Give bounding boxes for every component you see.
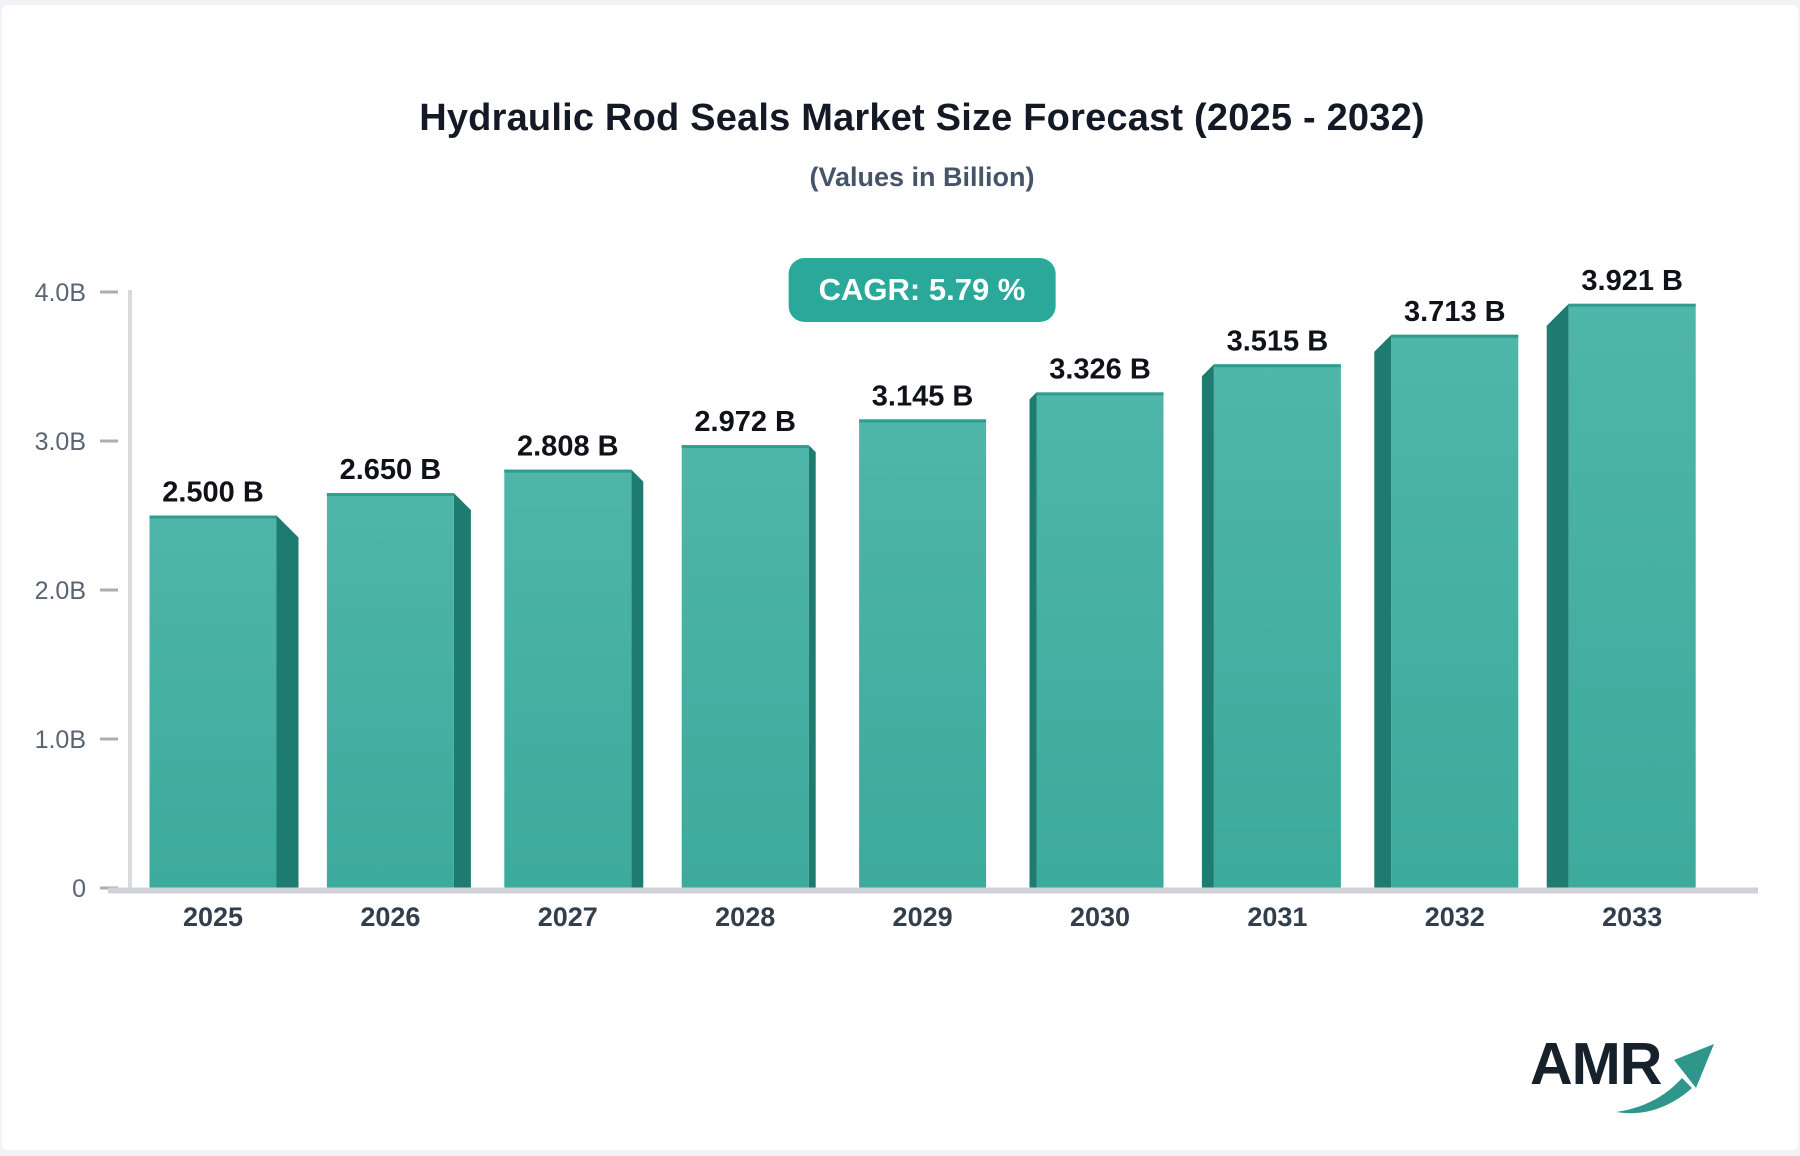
x-axis-label-2029: 2029 [893, 902, 953, 932]
bar-2026 [326, 493, 454, 891]
bar-value-label-2030: 3.326 B [1049, 353, 1151, 385]
bar-value-label-2025: 2.500 B [162, 477, 264, 509]
bar-side-2025 [276, 515, 299, 891]
bar-side-2033 [1546, 303, 1569, 891]
cagr-badge: CAGR: 5.79 % [788, 258, 1056, 322]
bar-2028 [681, 445, 809, 891]
growth-arrow-icon [1616, 1044, 1714, 1114]
x-axis-label-2032: 2032 [1425, 902, 1485, 932]
x-axis-label-2031: 2031 [1247, 902, 1307, 932]
bar-2032 [1391, 334, 1519, 891]
bar-value-label-2027: 2.808 B [517, 431, 619, 463]
bar-2025 [149, 515, 277, 891]
x-axis-label-2026: 2026 [360, 902, 420, 932]
x-axis-label-2027: 2027 [538, 902, 598, 932]
chart-header: Hydraulic Rod Seals Market Size Forecast… [44, 0, 1800, 193]
bar-chart: 0 1.0B 2.0B 3.0B 4.0B 2.500 B 2025 2.650 B 2026 2… [35, 265, 1758, 932]
x-axis-label-2028: 2028 [715, 902, 775, 932]
bar-side-2032 [1374, 334, 1392, 891]
y-tick-label-4.0B: 4.0B [35, 279, 86, 307]
bar-value-label-2031: 3.515 B [1227, 325, 1329, 357]
bar-value-label-2026: 2.650 B [340, 454, 442, 486]
bar-side-2030 [1029, 392, 1037, 891]
bar-value-label-2033: 3.921 B [1581, 265, 1683, 297]
bar-side-2026 [453, 493, 471, 891]
bar-2033 [1568, 303, 1696, 891]
bar-2031 [1213, 364, 1341, 891]
y-tick-label-1.0B: 1.0B [35, 726, 86, 754]
y-tick-label-3.0B: 3.0B [35, 428, 86, 456]
amr-logo: AMR [1520, 1026, 1730, 1126]
y-tick-label-0: 0 [72, 875, 86, 903]
y-tick-label-2.0B: 2.0B [35, 577, 86, 605]
bar-2029 [859, 419, 987, 891]
bar-2027 [504, 469, 632, 891]
bar-value-label-2028: 2.972 B [694, 406, 796, 438]
bar-value-label-2032: 3.713 B [1404, 296, 1506, 328]
amr-logo-text: AMR [1530, 1031, 1662, 1097]
x-axis-label-2030: 2030 [1070, 902, 1130, 932]
x-axis-label-2033: 2033 [1602, 902, 1662, 932]
chart-subtitle: (Values in Billion) [809, 162, 1035, 192]
bar-2030 [1036, 392, 1164, 891]
x-axis-label-2025: 2025 [183, 902, 243, 932]
chart-title: Hydraulic Rod Seals Market Size Forecast… [419, 97, 1425, 139]
bar-side-2028 [808, 445, 816, 891]
bar-side-2031 [1201, 364, 1214, 891]
bar-value-label-2029: 3.145 B [872, 380, 974, 412]
bar-side-2027 [631, 469, 644, 891]
